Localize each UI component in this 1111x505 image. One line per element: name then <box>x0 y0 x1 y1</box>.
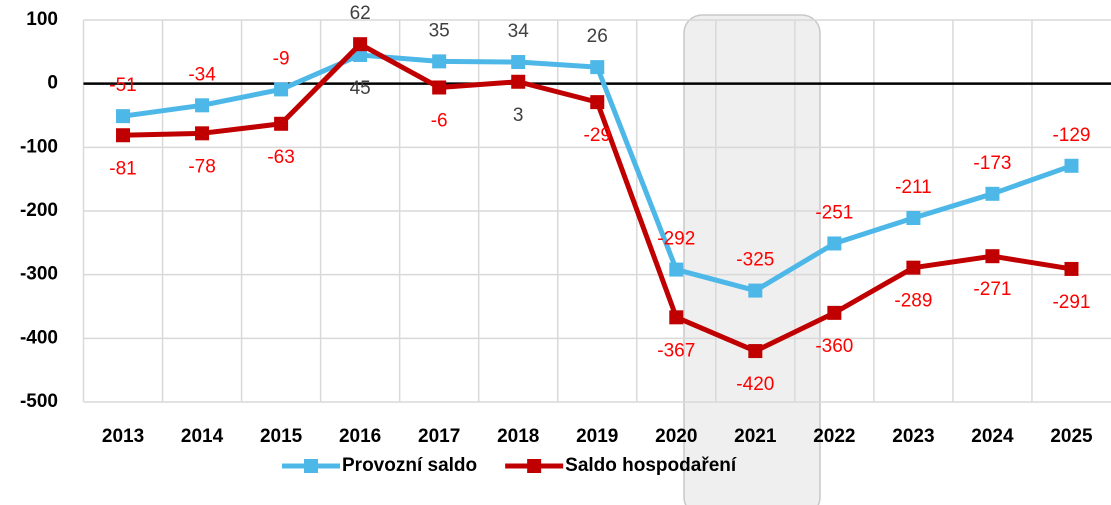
x-tick-label: 2014 <box>181 426 224 447</box>
data-label: -173 <box>973 153 1011 174</box>
data-label: -360 <box>815 336 853 357</box>
series-line <box>122 52 1073 294</box>
data-label: 3 <box>513 105 524 126</box>
data-label: -367 <box>657 340 695 361</box>
data-label: -78 <box>188 156 215 177</box>
x-tick-label: 2024 <box>971 426 1014 447</box>
point-marker <box>985 249 1000 264</box>
data-label: 35 <box>429 20 450 41</box>
point-marker <box>590 60 605 75</box>
legend-marker <box>527 459 542 473</box>
point-marker <box>353 37 368 52</box>
legend-label: Saldo hospodaření <box>565 455 737 476</box>
x-tick-label: 2016 <box>339 426 381 447</box>
data-label: -420 <box>736 374 774 395</box>
data-label: -211 <box>895 177 932 198</box>
point-marker <box>669 310 684 325</box>
point-marker <box>906 211 921 226</box>
data-label: -9 <box>273 48 290 69</box>
data-label: -51 <box>109 75 136 96</box>
data-label: -325 <box>736 250 774 271</box>
point-marker <box>432 80 447 95</box>
data-label: -291 <box>1052 292 1090 313</box>
y-tick-label: 0 <box>47 73 58 94</box>
y-tick-label: -300 <box>20 264 58 285</box>
y-tick-label: -200 <box>20 200 58 221</box>
y-tick-label: -100 <box>20 136 58 157</box>
point-marker <box>985 186 1000 201</box>
data-label: -63 <box>267 147 294 168</box>
x-tick-label: 2019 <box>576 426 618 447</box>
point-marker <box>1064 261 1079 276</box>
data-label: -29 <box>584 125 611 146</box>
x-tick-label: 2013 <box>102 426 144 447</box>
data-label: -34 <box>188 64 216 85</box>
point-marker <box>195 98 210 113</box>
x-tick-label: 2021 <box>734 426 777 447</box>
data-label: 45 <box>350 78 371 99</box>
point-marker <box>827 236 842 251</box>
x-tick-label: 2017 <box>418 426 460 447</box>
highlight-region <box>683 14 821 505</box>
point-marker <box>274 116 289 131</box>
data-label: -129 <box>1052 125 1090 146</box>
point-marker <box>353 48 368 63</box>
point-marker <box>274 82 289 97</box>
x-tick-label: 2025 <box>1050 426 1093 447</box>
y-tick-label: -400 <box>20 327 58 348</box>
y-tick-label: -500 <box>20 391 58 412</box>
x-tick-label: 2022 <box>813 426 855 447</box>
data-label: -292 <box>657 229 695 250</box>
point-marker <box>748 344 763 359</box>
data-label: -6 <box>431 111 448 132</box>
point-marker <box>1064 158 1079 173</box>
data-label: -251 <box>815 202 853 223</box>
point-marker <box>669 262 684 277</box>
point-marker <box>590 95 605 110</box>
point-marker <box>195 126 210 141</box>
point-marker <box>748 283 763 298</box>
legend-label: Provozní saldo <box>342 455 477 476</box>
point-marker <box>906 260 921 275</box>
data-label: 34 <box>508 21 530 42</box>
point-marker <box>511 55 526 70</box>
x-tick-label: 2020 <box>655 426 697 447</box>
point-marker <box>116 128 131 143</box>
point-marker <box>432 54 447 69</box>
point-marker <box>116 109 131 124</box>
x-tick-label: 2018 <box>497 426 539 447</box>
data-label: 26 <box>587 26 608 47</box>
x-tick-label: 2015 <box>260 426 303 447</box>
data-label: -271 <box>973 279 1011 300</box>
y-tick-label: 100 <box>26 9 58 30</box>
point-marker <box>827 305 842 320</box>
x-tick-label: 2023 <box>892 426 934 447</box>
data-label: 62 <box>350 3 371 24</box>
data-label: -289 <box>894 291 932 312</box>
legend-marker <box>304 459 318 473</box>
point-marker <box>511 74 526 89</box>
data-label: -81 <box>109 158 136 179</box>
